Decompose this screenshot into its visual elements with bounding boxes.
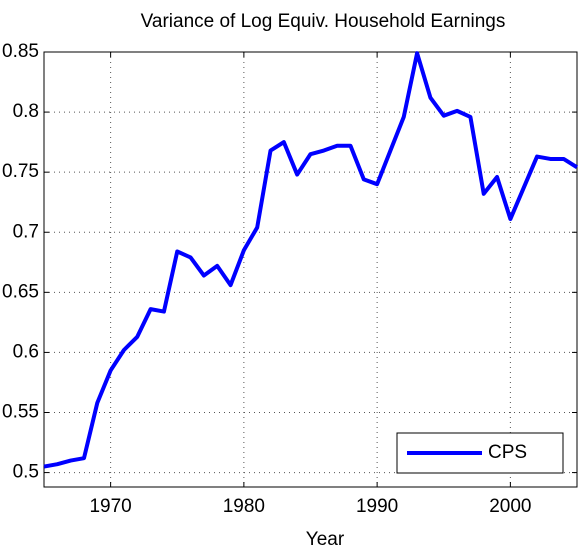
x-tick-label: 1970 [89, 496, 131, 517]
x-tick-label: 1990 [356, 496, 398, 517]
y-tick-label: 0.7 [13, 221, 39, 242]
data-line [43, 51, 579, 469]
y-tick-label: 0.75 [2, 161, 39, 182]
y-tick-label: 0.8 [13, 101, 39, 122]
y-tick-label: 0.85 [2, 41, 39, 62]
plot-frame [43, 51, 578, 488]
x-axis-label: Year [306, 529, 345, 550]
x-tick-label: 1980 [223, 496, 265, 517]
y-tick-label: 0.55 [2, 402, 39, 423]
y-tick-label: 0.5 [13, 462, 39, 483]
y-tick-label: 0.65 [2, 281, 39, 302]
y-tick-label: 0.6 [13, 341, 39, 362]
chart-title: Variance of Log Equiv. Household Earning… [141, 11, 506, 32]
legend-label: CPS [488, 442, 527, 463]
x-tick-label: 2000 [489, 496, 531, 517]
